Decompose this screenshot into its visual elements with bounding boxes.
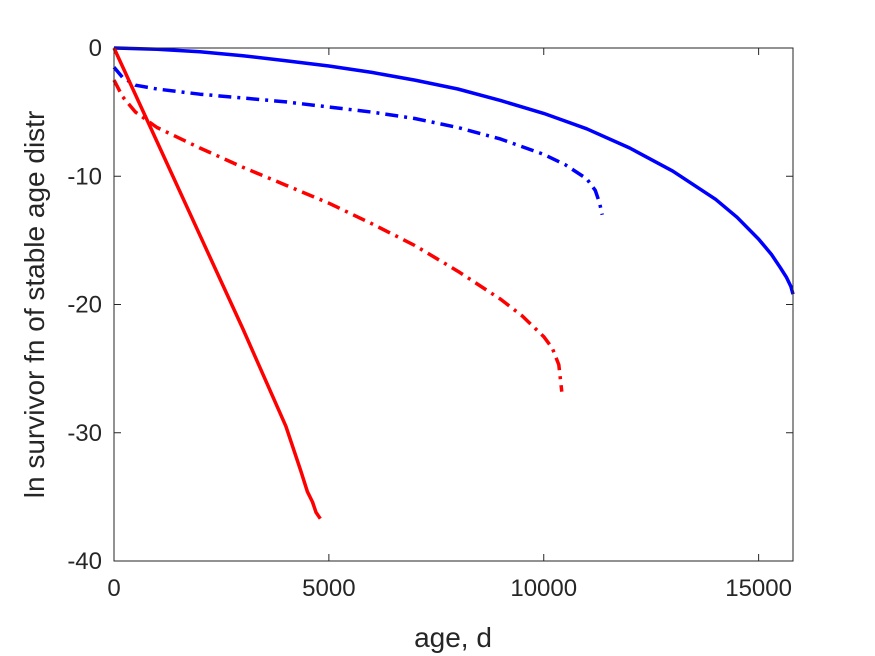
x-axis-label: age, d (414, 622, 492, 653)
y-axis-label: ln survivor fn of stable age distr (19, 111, 50, 499)
x-tick-label: 5000 (302, 575, 355, 602)
y-tick-label: -40 (67, 548, 102, 575)
series-line-2 (112, 66, 604, 216)
series-line-4 (112, 79, 564, 392)
y-tick-label: -30 (67, 420, 102, 447)
y-tick-label: -20 (67, 292, 102, 319)
x-tick-label: 0 (107, 575, 120, 602)
series-line-1 (113, 46, 795, 295)
series-layer (112, 46, 795, 520)
ticks-layer: 0 5000 10000 15000 0 -10 -20 -30 -40 (67, 35, 793, 602)
series-line-3 (112, 47, 322, 520)
plot-area (114, 48, 793, 561)
x-tick-label: 15000 (725, 575, 792, 602)
y-tick-label: 0 (89, 35, 102, 62)
x-tick-label: 10000 (510, 575, 577, 602)
y-tick-label: -10 (67, 163, 102, 190)
